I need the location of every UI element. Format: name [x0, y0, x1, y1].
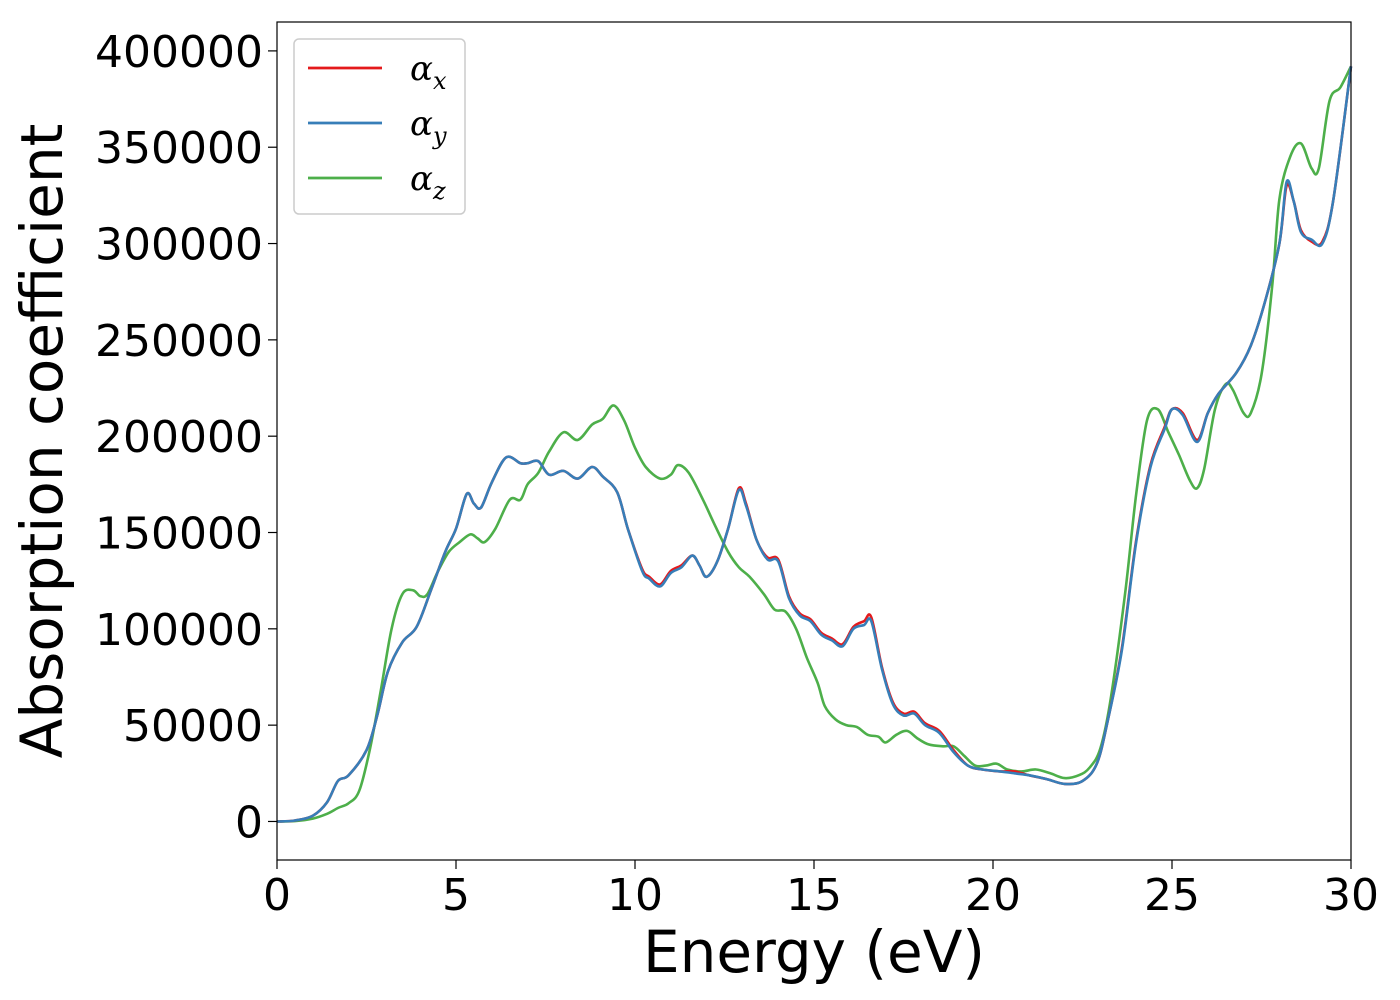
x-tick-label: 0: [263, 870, 291, 921]
y-axis-ticks: 0 50000 100000 150000 200000 250000 300000 3500…: [95, 27, 277, 848]
y-tick-label: 200000: [95, 412, 263, 463]
legend-label-y: αy: [410, 104, 447, 150]
x-tick-label: 20: [965, 870, 1021, 921]
x-tick-label: 15: [786, 870, 842, 921]
series-line-y: [276, 66, 1353, 823]
x-axis-label: Energy (eV): [643, 918, 985, 986]
legend-box: [293, 38, 466, 215]
y-axis-label: Absorption coefficient: [8, 124, 76, 759]
x-axis-ticks: 0 5 10 15 20 25 30: [263, 860, 1379, 921]
y-tick-label: 50000: [123, 701, 263, 752]
x-tick-label: 5: [442, 870, 470, 921]
y-tick-label: 150000: [95, 509, 263, 560]
y-tick-label: 350000: [95, 123, 263, 174]
y-tick-label: 250000: [95, 316, 263, 367]
legend-label-z: αz: [410, 159, 446, 205]
legend-label-x: αx: [410, 49, 447, 95]
y-tick-label: 300000: [95, 220, 263, 271]
y-tick-label: 0: [235, 797, 263, 848]
x-tick-label: 30: [1323, 870, 1379, 921]
x-tick-label: 25: [1144, 870, 1200, 921]
legend: αx αy αz: [293, 38, 466, 215]
y-tick-label: 400000: [95, 27, 263, 78]
x-tick-label: 10: [607, 870, 663, 921]
series-line-z: [276, 65, 1353, 823]
y-tick-label: 100000: [95, 605, 263, 656]
series-lines: [276, 65, 1353, 823]
